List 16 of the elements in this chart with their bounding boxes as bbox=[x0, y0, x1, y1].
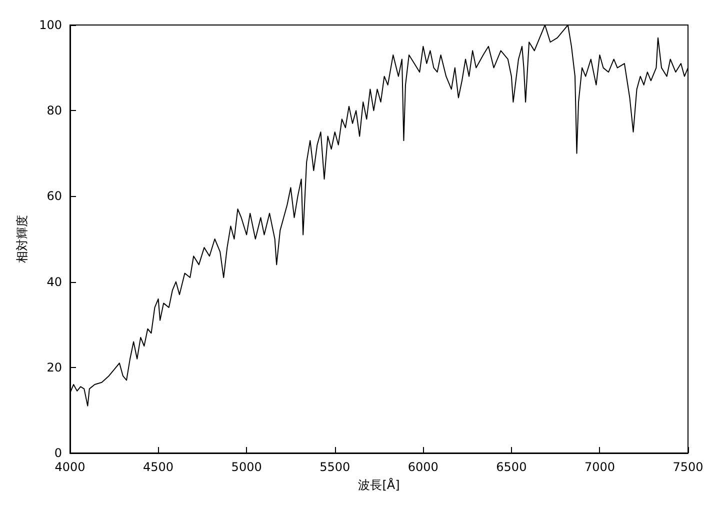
x-tick-label: 5000 bbox=[231, 460, 262, 474]
y-tick-label: 40 bbox=[46, 274, 62, 289]
y-tick-label: 0 bbox=[54, 446, 62, 460]
x-tick-label: 4000 bbox=[54, 460, 86, 474]
y-axis-title: 相対輝度 bbox=[15, 215, 30, 263]
y-tick-label: 100 bbox=[39, 18, 62, 32]
y-tick-label: 60 bbox=[46, 189, 62, 204]
x-tick-label: 6500 bbox=[496, 460, 527, 474]
x-tick-label: 7000 bbox=[584, 460, 615, 474]
x-tick-label: 6000 bbox=[408, 460, 438, 474]
y-tick-label: 80 bbox=[46, 104, 62, 118]
y-tick-label: 20 bbox=[46, 360, 62, 374]
x-tick-label: 7500 bbox=[672, 460, 704, 474]
x-tick-label: 4500 bbox=[143, 460, 174, 474]
x-tick-label: 5500 bbox=[320, 460, 350, 474]
x-axis-title: 波長[Å] bbox=[358, 477, 400, 492]
